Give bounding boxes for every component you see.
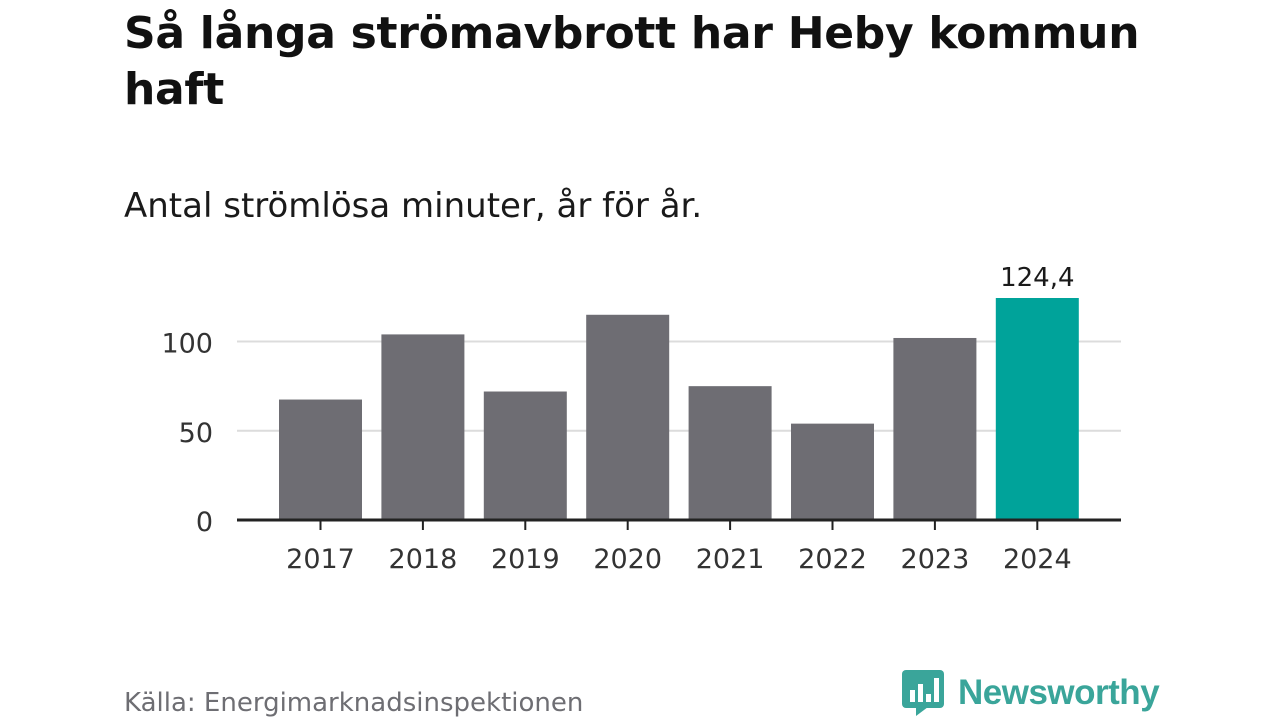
x-tick-label: 2019 (491, 544, 560, 575)
y-tick-label: 100 (161, 329, 213, 360)
bar-2020 (586, 314, 670, 520)
data-label: 124,4 (1000, 263, 1074, 293)
brand-name: Newsworthy (958, 673, 1160, 712)
y-tick-label: 0 (196, 507, 213, 538)
bar-2024 (995, 298, 1079, 520)
source-note: Källa: Energimarknadsinspektionen (124, 688, 584, 718)
bar-2022 (791, 423, 874, 520)
y-tick-label: 50 (179, 418, 213, 449)
bar-2017 (279, 399, 362, 520)
bar-2018 (381, 334, 465, 520)
chart-subtitle: Antal strömlösa minuter, år för år. (124, 186, 703, 226)
chart-title: Så långa strömavbrott har Heby kommun ha… (124, 8, 1140, 115)
bar-2019 (483, 391, 567, 520)
x-tick-label: 2024 (1003, 544, 1072, 575)
x-tick-label: 2023 (901, 544, 970, 575)
x-tick-label: 2017 (286, 544, 355, 575)
bar-2023 (893, 337, 977, 520)
bar-2021 (688, 386, 772, 520)
x-tick-label: 2021 (696, 544, 765, 575)
bar-chart: 0 50 100 2017 2018 2019 2020 2021 2022 2023 2024 12… (161, 263, 1121, 575)
x-tick-label: 2018 (389, 544, 458, 575)
x-tick-label: 2020 (593, 544, 662, 575)
newsworthy-logo: Newsworthy (902, 670, 1160, 716)
x-tick-label: 2022 (798, 544, 867, 575)
bar-chart-speech-bubble-icon (902, 670, 944, 716)
